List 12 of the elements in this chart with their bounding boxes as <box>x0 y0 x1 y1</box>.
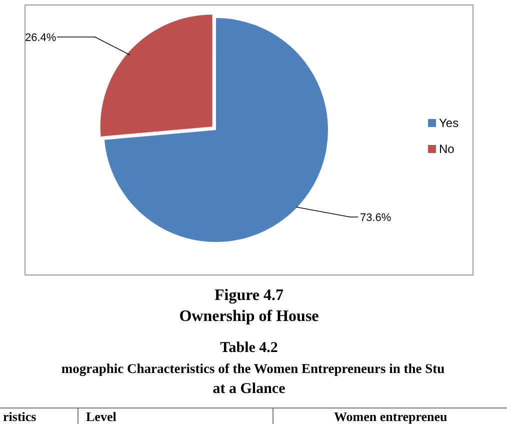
text: at a Glance <box>212 381 286 397</box>
text: mographic Characteristics of the Women Entrepreneurs in the Stu <box>61 361 446 376</box>
legend-label: Yes <box>439 116 459 130</box>
text: ristics <box>3 409 36 424</box>
data-label: 73.6% <box>360 212 392 224</box>
text: Level <box>86 409 117 424</box>
data-label: 26.4% <box>25 32 56 44</box>
legend-label: No <box>439 142 455 156</box>
text: Women entrepreneu <box>334 409 448 424</box>
caption: Table 4.2 <box>220 340 278 356</box>
text: Figure 4.7 <box>214 287 284 304</box>
text: Ownership of House <box>179 308 319 325</box>
